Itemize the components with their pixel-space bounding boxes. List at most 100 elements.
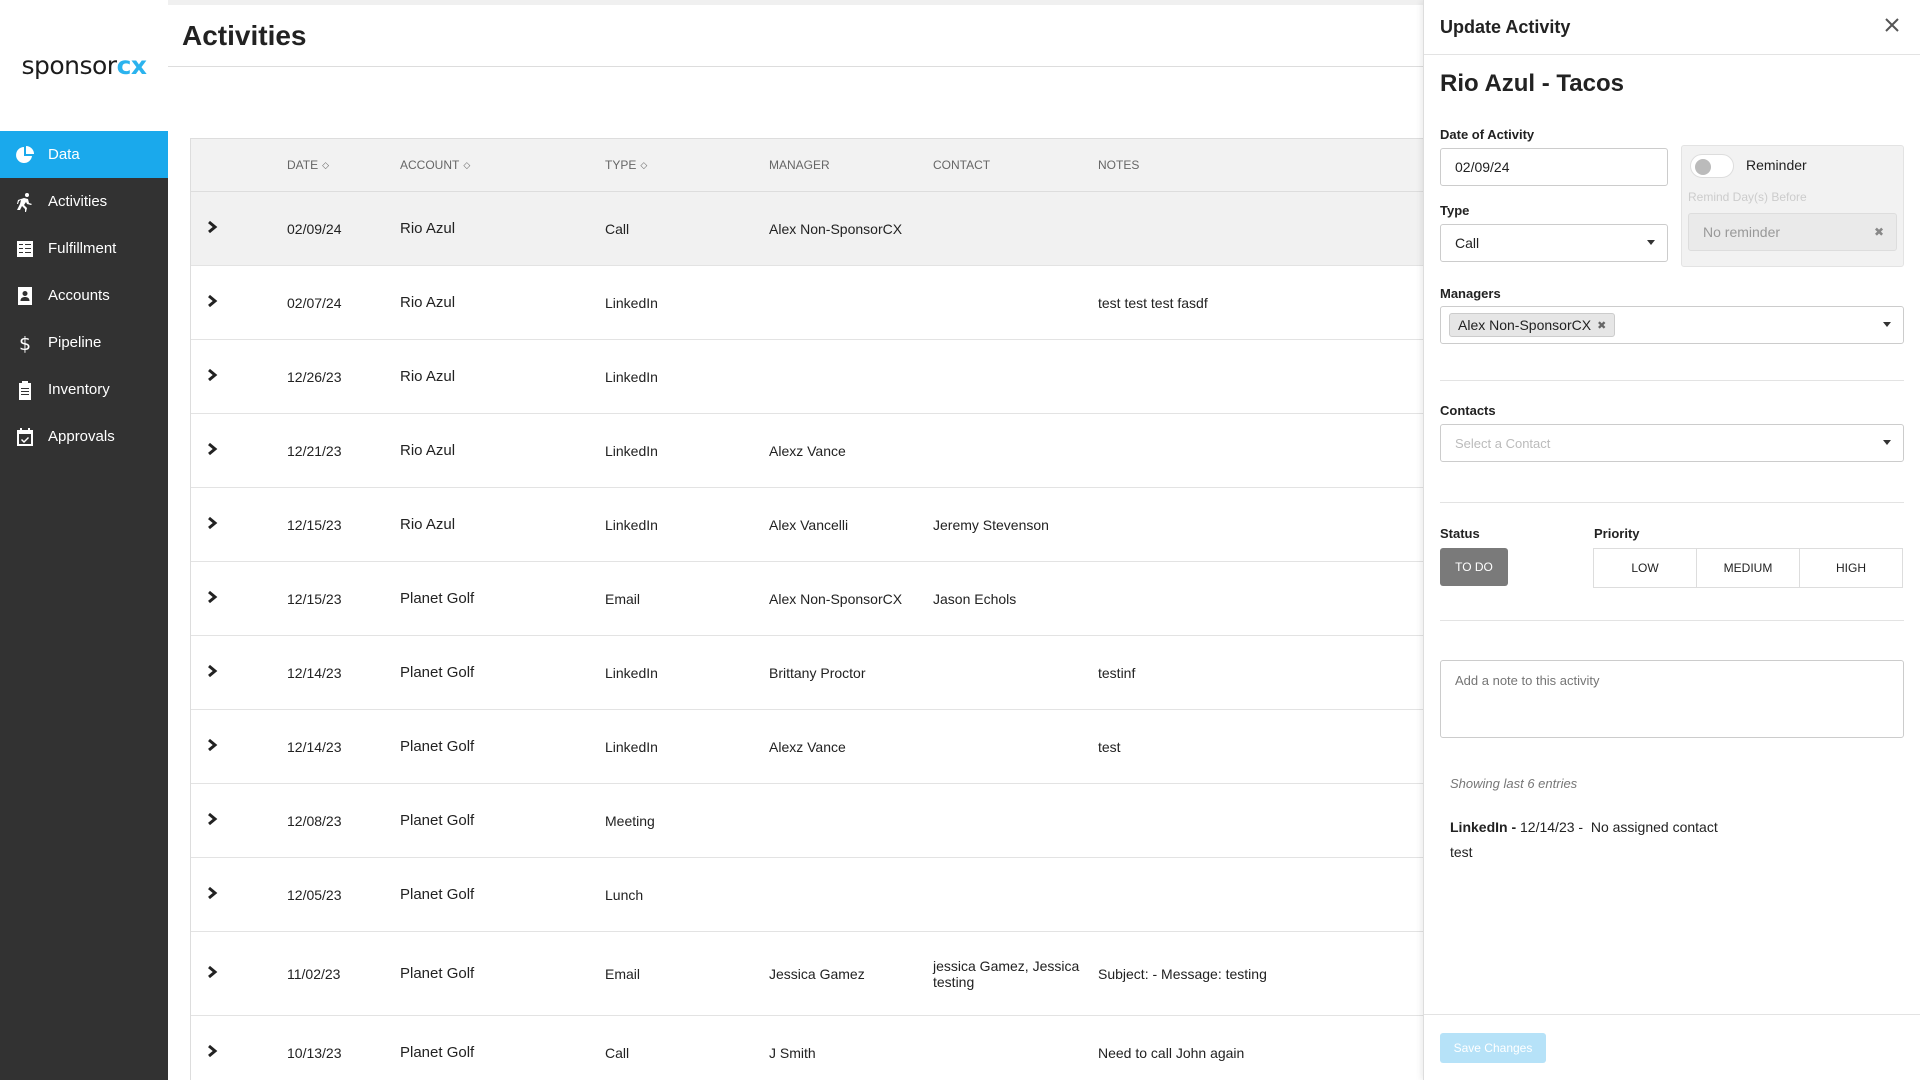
table-row[interactable]: 12/14/23 Planet Golf LinkedIn Brittany Proc…: [191, 636, 1423, 710]
table-body: 02/09/24 Rio Azul Call Alex Non-SponsorCX 02…: [191, 192, 1423, 1080]
cell-account[interactable]: Planet Golf: [400, 664, 475, 681]
date-field[interactable]: 02/09/24: [1440, 148, 1668, 186]
sidebar-item-accounts[interactable]: Accounts: [0, 272, 168, 319]
cell-manager: Alexz Vance: [769, 442, 846, 459]
sidebar-item-data[interactable]: Data: [0, 131, 168, 178]
expand-chevron-icon[interactable]: [191, 590, 287, 607]
expand-chevron-icon[interactable]: [191, 664, 287, 681]
dollar-icon: $: [14, 332, 36, 354]
cell-account[interactable]: Planet Golf: [400, 1044, 475, 1061]
save-changes-button[interactable]: Save Changes: [1440, 1033, 1546, 1063]
cell-manager: J Smith: [769, 1044, 816, 1061]
column-header-manager: MANAGER: [769, 158, 830, 172]
table-row[interactable]: 12/21/23 Rio Azul LinkedIn Alexz Vance: [191, 414, 1423, 488]
date-label: Date of Activity: [1440, 127, 1535, 142]
expand-chevron-icon[interactable]: [191, 442, 287, 459]
cell-contact: Jeremy Stevenson: [933, 516, 1049, 533]
cell-type: Email: [605, 965, 641, 982]
sidebar-item-activities[interactable]: Activities: [0, 178, 168, 225]
cell-notes: test test test fasdf: [1098, 294, 1208, 311]
expand-chevron-icon[interactable]: [191, 812, 287, 829]
expand-chevron-icon[interactable]: [191, 886, 287, 903]
table-row[interactable]: 12/26/23 Rio Azul LinkedIn: [191, 340, 1423, 414]
cell-date: 10/13/23: [287, 1044, 342, 1061]
table-row[interactable]: 12/15/23 Rio Azul LinkedIn Alex Vancelli Jer…: [191, 488, 1423, 562]
cell-account[interactable]: Planet Golf: [400, 886, 475, 903]
clipboard-icon: [14, 379, 36, 401]
sidebar-item-pipeline[interactable]: $ Pipeline: [0, 319, 168, 366]
column-header-date[interactable]: DATE ◇: [287, 158, 330, 172]
cell-account[interactable]: Rio Azul: [400, 368, 456, 385]
managers-select[interactable]: Alex Non-SponsorCX ✖: [1440, 306, 1904, 344]
cell-account[interactable]: Rio Azul: [400, 294, 456, 311]
status-todo-button[interactable]: TO DO: [1440, 548, 1508, 586]
sidebar-item-fulfillment[interactable]: Fulfillment: [0, 225, 168, 272]
cell-account[interactable]: Rio Azul: [400, 516, 456, 533]
note-input[interactable]: [1440, 660, 1904, 738]
table-row[interactable]: 02/09/24 Rio Azul Call Alex Non-SponsorCX: [191, 192, 1423, 266]
cell-account[interactable]: Planet Golf: [400, 965, 475, 982]
chevron-down-icon: [1883, 322, 1891, 327]
running-person-icon: [14, 191, 36, 213]
expand-chevron-icon[interactable]: [191, 965, 287, 982]
cell-account[interactable]: Planet Golf: [400, 590, 475, 607]
expand-chevron-icon[interactable]: [191, 294, 287, 311]
expand-chevron-icon[interactable]: [191, 368, 287, 385]
priority-medium-button[interactable]: MEDIUM: [1696, 548, 1800, 588]
table-row[interactable]: 12/15/23 Planet Golf Email Alex Non-Sponsor…: [191, 562, 1423, 636]
column-header-contact: CONTACT: [933, 158, 991, 172]
cell-manager: Alex Vancelli: [769, 516, 849, 533]
expand-chevron-icon[interactable]: [191, 1044, 287, 1061]
table-row[interactable]: 10/13/23 Planet Golf Call J Smith Need to ca…: [191, 1016, 1423, 1080]
table-row[interactable]: 12/05/23 Planet Golf Lunch: [191, 858, 1423, 932]
table-row[interactable]: 12/14/23 Planet Golf LinkedIn Alexz Vance te…: [191, 710, 1423, 784]
expand-chevron-icon[interactable]: [191, 516, 287, 533]
page-header: Activities: [168, 5, 1423, 67]
cell-notes: test: [1098, 738, 1121, 755]
cell-account[interactable]: Planet Golf: [400, 738, 475, 755]
contacts-select[interactable]: Select a Contact: [1440, 424, 1904, 462]
checklist-icon: [14, 238, 36, 260]
cell-date: 12/26/23: [287, 368, 342, 385]
history-type: LinkedIn -: [1450, 819, 1517, 835]
page-title: Activities: [182, 19, 307, 51]
reminder-label: Reminder: [1746, 157, 1807, 173]
table-row[interactable]: 11/02/23 Planet Golf Email Jessica Gamez jes…: [191, 932, 1423, 1016]
table-row[interactable]: 12/08/23 Planet Golf Meeting: [191, 784, 1423, 858]
column-header-type[interactable]: TYPE ◇: [605, 158, 648, 172]
close-icon[interactable]: [1884, 17, 1904, 37]
expand-chevron-icon[interactable]: [191, 220, 287, 237]
reminder-toggle[interactable]: [1690, 154, 1734, 178]
remove-chip-icon[interactable]: ✖: [1597, 319, 1607, 332]
cell-account[interactable]: Rio Azul: [400, 220, 456, 237]
cell-manager: Alex Non-SponsorCX: [769, 590, 903, 607]
svg-text:$: $: [19, 333, 31, 353]
logo-area[interactable]: sponsorcx: [0, 0, 168, 131]
cell-type: Call: [605, 220, 630, 237]
status-label: Status: [1440, 526, 1480, 541]
cell-account[interactable]: Rio Azul: [400, 442, 456, 459]
contacts-label: Contacts: [1440, 403, 1496, 418]
sort-icon: ◇: [640, 160, 648, 171]
type-select[interactable]: Call: [1440, 224, 1668, 262]
type-label: Type: [1440, 203, 1470, 218]
expand-chevron-icon[interactable]: [191, 738, 287, 755]
sidebar-item-label: Inventory: [48, 381, 110, 398]
clear-icon: ✖: [1873, 225, 1884, 239]
panel-header: Update Activity: [1424, 0, 1920, 55]
toggle-knob: [1695, 159, 1711, 175]
priority-high-button[interactable]: HIGH: [1799, 548, 1903, 588]
sidebar-item-inventory[interactable]: Inventory: [0, 366, 168, 413]
sidebar-item-approvals[interactable]: Approvals: [0, 413, 168, 460]
cell-account[interactable]: Planet Golf: [400, 812, 475, 829]
cell-contact: Jason Echols: [933, 590, 1017, 607]
managers-label: Managers: [1440, 286, 1501, 301]
cell-manager: Jessica Gamez: [769, 965, 865, 982]
priority-low-button[interactable]: LOW: [1593, 548, 1697, 588]
table-row[interactable]: 02/07/24 Rio Azul LinkedIn test test test f…: [191, 266, 1423, 340]
column-header-account[interactable]: ACCOUNT ◇: [400, 158, 471, 172]
cell-date: 02/09/24: [287, 220, 342, 237]
panel-title: Update Activity: [1440, 16, 1571, 37]
manager-chip: Alex Non-SponsorCX ✖: [1449, 313, 1616, 337]
divider: [1440, 620, 1904, 621]
